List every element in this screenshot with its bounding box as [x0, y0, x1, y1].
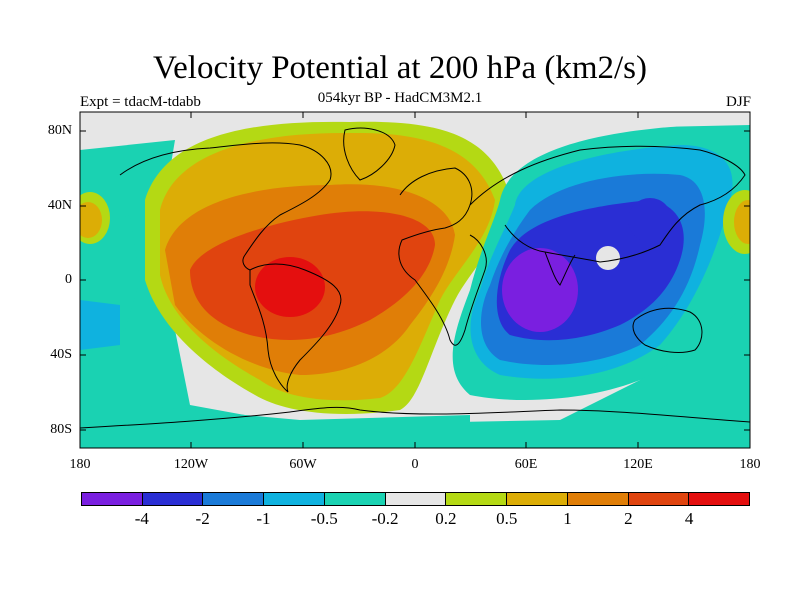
colorbar	[81, 492, 750, 506]
colorbar-swatch	[324, 493, 386, 505]
lon-label-60w: 60W	[289, 457, 317, 472]
colorbar-swatch	[142, 493, 204, 505]
colorbar-swatch	[446, 493, 508, 505]
southern-cyan-field	[80, 400, 470, 448]
colorbar-swatch	[567, 493, 629, 505]
experiment-label: Expt = tdacM-tdabb	[80, 94, 201, 110]
colorbar-label: 0.5	[496, 509, 518, 528]
colorbar-swatch	[203, 493, 265, 505]
lat-label-80s: 80S	[50, 422, 72, 437]
colorbar-label: 1	[563, 509, 572, 528]
lat-label-40s: 40S	[50, 347, 72, 362]
map-title: Velocity Potential at 200 hPa (km2/s)	[152, 50, 648, 86]
east-asia-blue	[628, 198, 672, 242]
colorbar-swatch	[82, 493, 143, 505]
maritime-neutral-blob	[596, 246, 620, 270]
coastlines	[80, 127, 750, 429]
colorbar-label: -4	[134, 509, 149, 528]
colorbar-label: -0.2	[371, 509, 399, 528]
lat-label-40n: 40N	[47, 198, 72, 213]
colorbar-swatch	[385, 493, 447, 505]
colorbar-swatch	[689, 493, 750, 505]
lat-label-80n: 80N	[47, 123, 72, 138]
arctic-neutral	[80, 112, 750, 140]
colorbar-swatch	[264, 493, 325, 505]
colorbar-label: -2	[195, 509, 210, 528]
colorbar-label: 2	[624, 509, 633, 528]
lon-label-120w: 120W	[173, 457, 209, 472]
lat-label-0: 0	[65, 272, 72, 287]
colorbar-label: 4	[684, 509, 694, 528]
far-west-blue-blob	[80, 300, 120, 350]
lon-label-180w: 180	[69, 457, 91, 472]
colorbar-label: 0.2	[435, 509, 457, 528]
axis-ticks	[80, 112, 750, 448]
lon-label-180e: 180	[739, 457, 761, 472]
colorbar-label: -1	[256, 509, 271, 528]
positive-field-4	[255, 257, 325, 317]
season-label: DJF	[725, 94, 751, 110]
lon-label-120e: 120E	[623, 457, 653, 472]
lon-label-60e: 60E	[514, 457, 538, 472]
map-subtitle: 054kyr BP - HadCM3M2.1	[317, 90, 483, 106]
negative-field-4	[502, 248, 578, 332]
colorbar-label: -0.5	[310, 509, 338, 528]
colorbar-swatch	[628, 493, 690, 505]
lon-label-0: 0	[411, 457, 419, 472]
colorbar-swatch	[507, 493, 568, 505]
